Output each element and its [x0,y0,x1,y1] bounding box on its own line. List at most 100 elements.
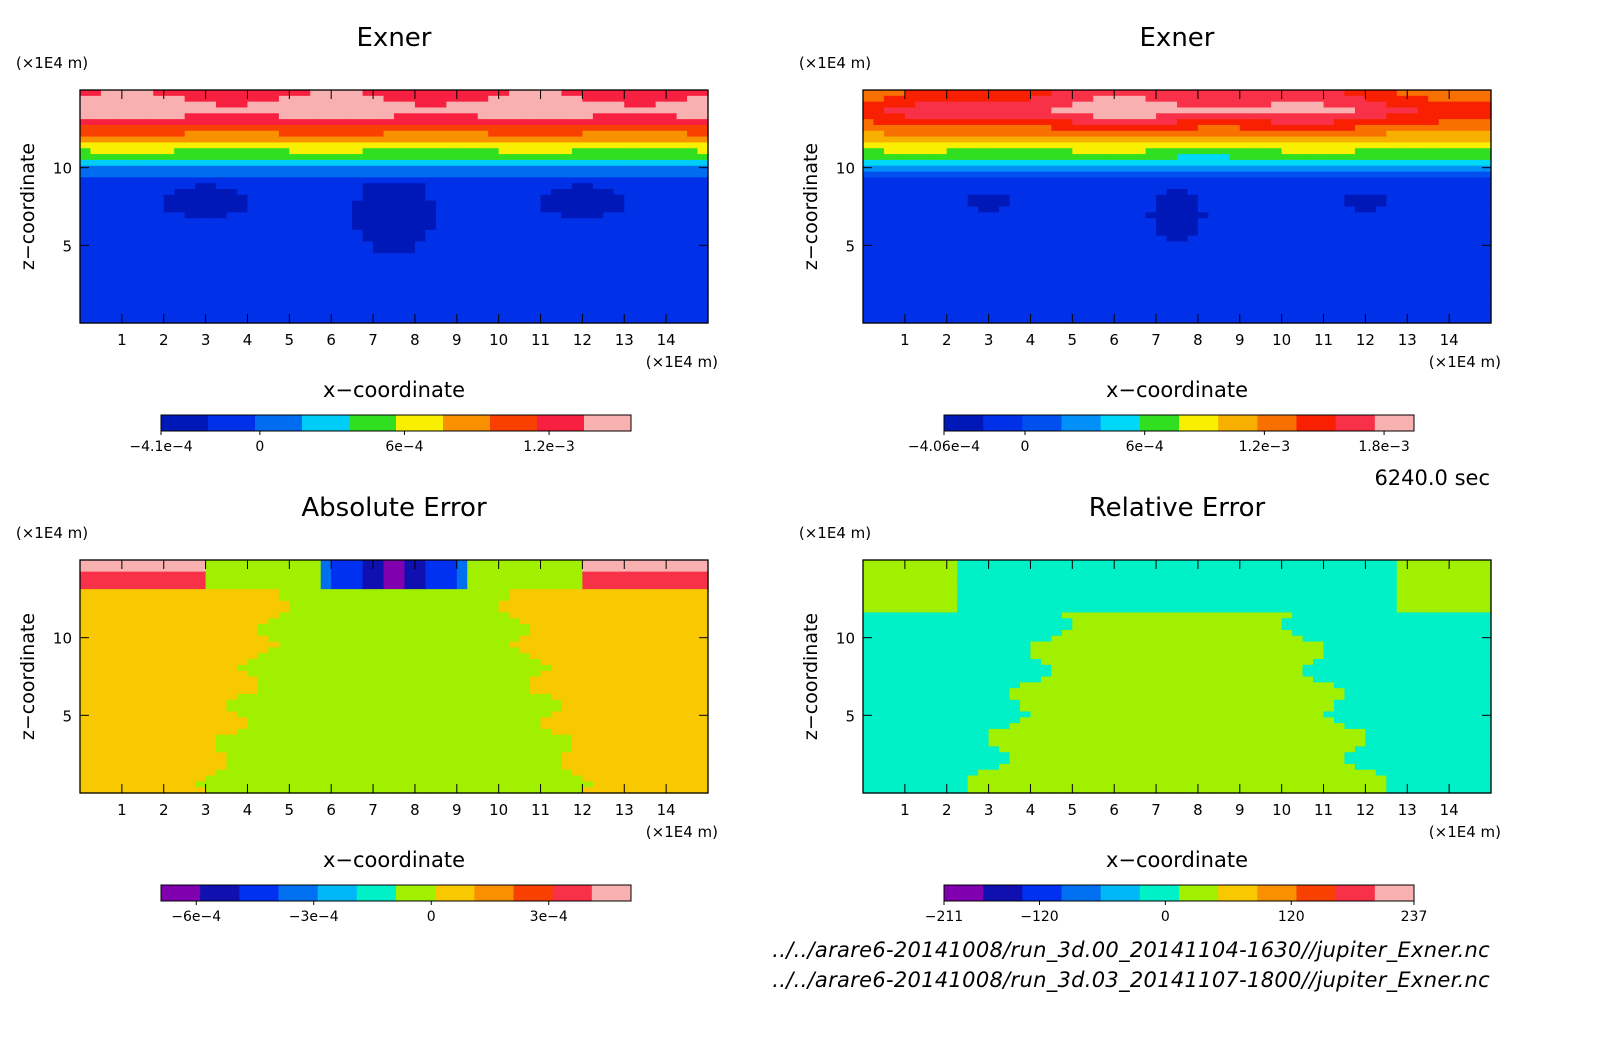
field-cell [1229,148,1241,155]
field-cell [687,95,699,103]
field-cell [1365,305,1377,312]
field-cell [477,165,489,173]
field-cell [1103,258,1115,266]
field-cell [1302,235,1314,243]
field-cell [320,253,332,260]
field-cell [1187,241,1199,248]
field-cell [1271,311,1283,318]
field-cell [1365,247,1377,254]
field-cell [299,253,311,260]
field-cell [205,311,217,318]
field-cell [1281,154,1293,161]
field-cell [90,253,102,260]
field-cell [1020,142,1032,149]
field-cell [1009,183,1021,190]
field-cell [352,119,364,126]
field-cell [1292,282,1304,289]
field-cell [624,148,636,155]
field-cell [1428,270,1440,277]
field-cell [100,154,112,161]
field-cell [1114,90,1126,97]
field-cell [121,293,133,301]
field-cell [414,206,426,213]
field-cell [446,90,458,97]
field-cell [331,317,343,324]
field-cell [331,194,343,202]
field-cell [414,113,426,120]
field-cell [1260,177,1272,184]
field-cell [582,253,594,260]
field-cell [1114,130,1126,138]
field-cell [863,124,875,132]
field-cell [488,264,500,272]
field-cell [645,130,657,138]
field-cell [1354,276,1366,283]
field-cell [999,113,1011,120]
field-cell [1166,288,1178,295]
field-cell [1449,194,1461,202]
field-cell [988,212,1000,219]
field-cell [978,107,990,114]
field-cell [1428,90,1440,97]
field-cell [153,241,165,248]
field-cell [883,235,895,243]
field-cell [1051,253,1063,260]
field-cell [310,311,322,318]
field-cell [1135,200,1147,208]
field-cell [1459,317,1471,324]
field-cell [1313,317,1325,324]
field-cell [111,288,123,295]
field-cell [634,130,646,138]
field-cell [341,317,353,324]
field-cell [163,189,175,196]
field-cell [936,317,948,324]
field-cell [936,206,948,213]
field-cell [1177,206,1189,213]
field-cell [571,212,583,219]
field-cell [1470,113,1482,120]
field-cell [352,253,364,260]
field-cell [1281,276,1293,283]
field-cell [915,183,927,190]
field-cell [915,276,927,283]
field-cell [1187,247,1199,254]
field-cell [530,235,542,243]
field-cell [1375,113,1387,120]
field-cell [624,241,636,248]
x-tick-label: 1 [900,331,910,349]
field-cell [687,305,699,312]
field-cell [1156,189,1168,196]
field-cell [624,90,636,97]
field-cell [1177,200,1189,208]
field-cell [1250,258,1262,266]
field-cell [1449,282,1461,289]
field-cell [205,90,217,97]
field-cell [946,282,958,289]
field-cell [1208,177,1220,184]
field-cell [592,101,604,109]
field-cell [456,136,468,144]
field-cell [509,154,521,161]
field-cell [446,130,458,138]
field-cell [655,130,667,138]
field-cell [247,113,259,120]
field-cell [1040,124,1052,132]
field-cell [80,148,92,155]
field-cell [80,317,92,324]
field-cell [1375,130,1387,138]
field-cell [100,95,112,103]
field-cell [237,142,249,149]
field-cell [257,101,269,109]
field-cell [1449,206,1461,213]
field-cell [603,282,615,289]
field-cell [132,189,144,196]
field-cell [509,212,521,219]
field-cell [1354,124,1366,132]
field-cell [936,95,948,103]
field-cell [100,235,112,243]
field-cell [999,119,1011,126]
field-cell [655,223,667,231]
field-cell [1438,177,1450,184]
field-cell [435,258,447,266]
field-cell [1082,136,1094,144]
